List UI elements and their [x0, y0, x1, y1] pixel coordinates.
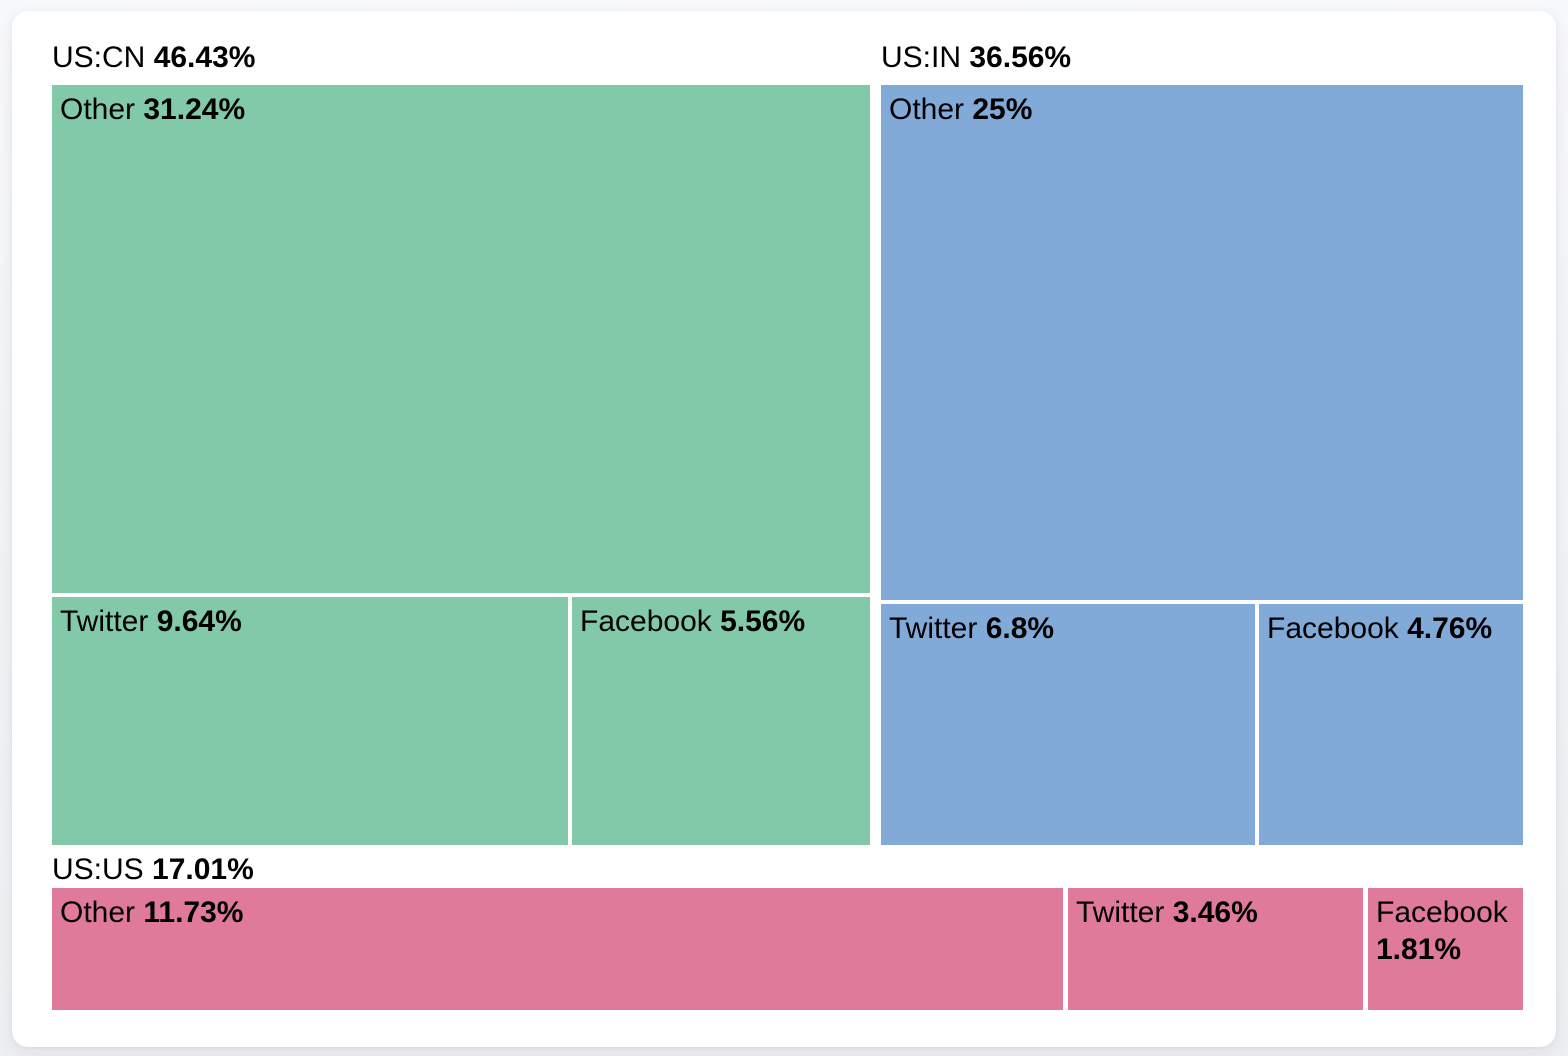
- cell-label: Facebook 5.56%: [580, 605, 806, 638]
- cell-label: Twitter 9.64%: [60, 605, 242, 638]
- treemap-cell-us-cn-twitter[interactable]: Twitter 9.64%: [52, 597, 568, 845]
- group-label: US:US: [52, 853, 144, 886]
- cell-label: Other 31.24%: [60, 93, 246, 126]
- treemap-cell-us-us-twitter[interactable]: Twitter 3.46%: [1068, 888, 1363, 1010]
- cell-label: Twitter 6.8%: [889, 612, 1055, 645]
- group-header-us-in: US:IN 36.56%: [881, 41, 1071, 75]
- group-value: 46.43%: [153, 41, 256, 74]
- cell-label: Facebook 1.81%: [1376, 896, 1508, 966]
- treemap-cell-us-in-twitter[interactable]: Twitter 6.8%: [881, 604, 1255, 845]
- cell-label: Facebook 4.76%: [1267, 612, 1493, 645]
- group-header-us-cn: US:CN 46.43%: [52, 41, 255, 75]
- cell-label: Other 25%: [889, 93, 1033, 126]
- group-label: US:IN: [881, 41, 962, 74]
- treemap-cell-us-in-facebook[interactable]: Facebook 4.76%: [1259, 604, 1523, 845]
- cell-label: Twitter 3.46%: [1076, 896, 1258, 929]
- cell-label: Other 11.73%: [60, 896, 244, 929]
- group-value: 17.01%: [152, 853, 254, 886]
- group-header-us-us: US:US 17.01%: [52, 853, 254, 887]
- treemap-cell-us-us-other[interactable]: Other 11.73%: [52, 888, 1063, 1010]
- treemap-cell-us-cn-facebook[interactable]: Facebook 5.56%: [572, 597, 870, 845]
- group-value: 36.56%: [969, 41, 1072, 74]
- group-label: US:CN: [52, 41, 146, 74]
- treemap-cell-us-in-other[interactable]: Other 25%: [881, 85, 1523, 600]
- treemap-card: US:CN 46.43% Other 31.24% Twitter 9.64% …: [12, 11, 1556, 1047]
- treemap-cell-us-us-facebook[interactable]: Facebook 1.81%: [1368, 888, 1523, 1010]
- treemap-cell-us-cn-other[interactable]: Other 31.24%: [52, 85, 870, 593]
